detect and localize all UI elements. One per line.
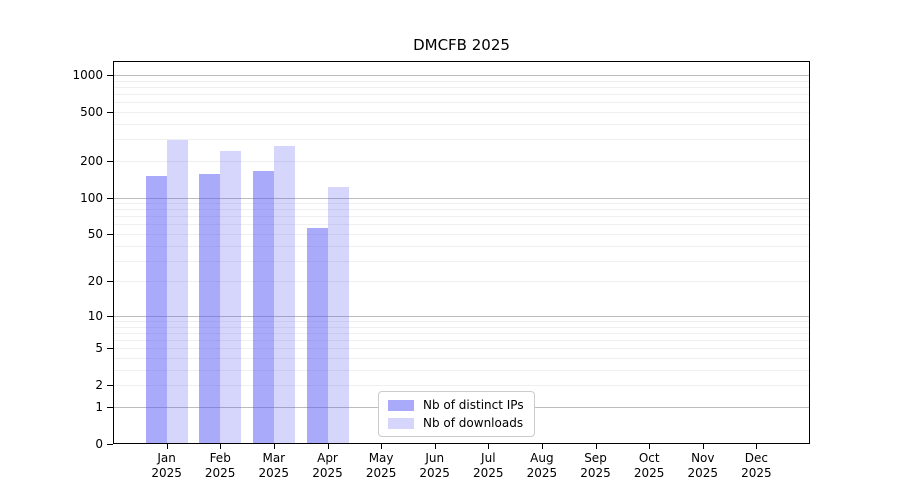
legend-swatch-downloads <box>388 417 414 429</box>
x-tick-mark-oct-2025 <box>649 444 651 449</box>
x-tick-mark-aug-2025 <box>541 444 543 449</box>
x-tick-label-dec-2025: Dec 2025 <box>741 451 772 480</box>
minor-gridline-50 <box>113 234 810 235</box>
x-tick-label-apr-2025: Apr 2025 <box>312 451 343 480</box>
y-tick-label-50: 50 <box>87 227 103 241</box>
bar-nb-of-distinct-ips-feb-2025 <box>199 173 221 444</box>
major-gridline-1000 <box>113 75 810 76</box>
y-tick-mark-20 <box>107 281 113 283</box>
y-tick-label-2: 2 <box>95 378 103 393</box>
x-tick-mark-dec-2025 <box>756 444 758 449</box>
x-tick-mark-mar-2025 <box>273 444 275 449</box>
y-tick-mark-50 <box>107 234 113 235</box>
minor-gridline-20 <box>113 281 810 283</box>
x-tick-mark-jul-2025 <box>488 444 490 449</box>
minor-gridline-40 <box>113 245 810 247</box>
x-tick-label-jan-2025: Jan 2025 <box>151 451 182 480</box>
bar-nb-of-downloads-jan-2025 <box>166 140 188 444</box>
legend-item-distinct-ips: Nb of distinct IPs <box>388 398 524 412</box>
y-tick-mark-1000 <box>107 75 113 76</box>
minor-gridline-900 <box>113 80 810 82</box>
y-tick-label-1000: 1000 <box>72 68 103 82</box>
x-tick-label-mar-2025: Mar 2025 <box>258 451 290 480</box>
x-tick-label-nov-2025: Nov 2025 <box>687 451 719 480</box>
minor-gridline-70 <box>113 216 810 218</box>
y-tick-mark-1 <box>107 407 113 408</box>
x-tick-mark-jun-2025 <box>434 444 436 449</box>
minor-gridline-2 <box>113 385 810 387</box>
y-tick-mark-200 <box>107 160 113 162</box>
y-tick-mark-2 <box>107 385 113 387</box>
x-tick-mark-apr-2025 <box>327 444 329 449</box>
minor-gridline-60 <box>113 224 810 226</box>
minor-gridline-90 <box>113 203 810 205</box>
major-gridline-10 <box>113 315 810 317</box>
legend: Nb of distinct IPs Nb of downloads <box>378 391 535 437</box>
minor-gridline-500 <box>113 112 810 113</box>
y-tick-mark-500 <box>107 112 113 113</box>
x-tick-mark-may-2025 <box>381 444 383 449</box>
minor-gridline-800 <box>113 86 810 88</box>
x-tick-mark-feb-2025 <box>220 444 222 449</box>
x-tick-label-may-2025: May 2025 <box>365 451 397 480</box>
minor-gridline-700 <box>113 94 810 95</box>
y-tick-label-200: 200 <box>80 153 103 168</box>
y-tick-mark-10 <box>107 315 113 317</box>
y-tick-label-500: 500 <box>80 105 103 119</box>
chart-title: DMCFB 2025 <box>413 36 510 54</box>
x-tick-label-aug-2025: Aug 2025 <box>526 451 558 480</box>
plot-area: Nb of distinct IPs Nb of downloads <box>113 61 810 444</box>
legend-label-distinct-ips: Nb of distinct IPs <box>423 398 524 412</box>
minor-gridline-30 <box>113 260 810 262</box>
x-tick-label-oct-2025: Oct 2025 <box>633 451 665 480</box>
minor-gridline-300 <box>113 139 810 141</box>
y-tick-mark-5 <box>107 348 113 350</box>
x-tick-label-feb-2025: Feb 2025 <box>204 451 236 480</box>
y-tick-label-5: 5 <box>95 341 103 356</box>
minor-gridline-400 <box>113 123 810 125</box>
minor-gridline-5 <box>113 348 810 350</box>
legend-label-downloads: Nb of downloads <box>423 416 524 430</box>
bar-nb-of-downloads-apr-2025 <box>327 187 349 444</box>
y-tick-label-20: 20 <box>87 274 103 289</box>
y-tick-label-100: 100 <box>80 190 103 205</box>
minor-gridline-3 <box>113 370 810 371</box>
minor-gridline-8 <box>113 326 810 328</box>
x-tick-label-jul-2025: Jul 2025 <box>473 451 504 480</box>
minor-gridline-9 <box>113 321 810 322</box>
y-tick-mark-0 <box>107 444 113 445</box>
minor-gridline-200 <box>113 160 810 162</box>
x-tick-mark-sep-2025 <box>595 444 597 449</box>
minor-gridline-7 <box>113 332 810 334</box>
minor-gridline-80 <box>113 209 810 211</box>
x-tick-label-sep-2025: Sep 2025 <box>580 451 611 480</box>
x-tick-mark-nov-2025 <box>702 444 704 449</box>
minor-gridline-4 <box>113 358 810 359</box>
y-tick-label-1: 1 <box>95 400 103 414</box>
y-tick-label-10: 10 <box>87 308 103 323</box>
legend-swatch-distinct-ips <box>388 399 414 411</box>
bar-nb-of-downloads-feb-2025 <box>220 151 242 444</box>
bar-nb-of-distinct-ips-mar-2025 <box>252 171 274 444</box>
y-tick-mark-100 <box>107 197 113 199</box>
legend-item-downloads: Nb of downloads <box>388 416 524 430</box>
y-tick-label-0: 0 <box>95 437 103 451</box>
minor-gridline-6 <box>113 340 810 342</box>
bar-nb-of-downloads-mar-2025 <box>273 145 295 444</box>
x-tick-label-jun-2025: Jun 2025 <box>419 451 450 480</box>
x-tick-mark-jan-2025 <box>166 444 168 449</box>
minor-gridline-600 <box>113 102 810 104</box>
bar-nb-of-distinct-ips-jan-2025 <box>145 176 167 444</box>
bar-nb-of-distinct-ips-apr-2025 <box>306 228 328 444</box>
major-gridline-100 <box>113 197 810 199</box>
